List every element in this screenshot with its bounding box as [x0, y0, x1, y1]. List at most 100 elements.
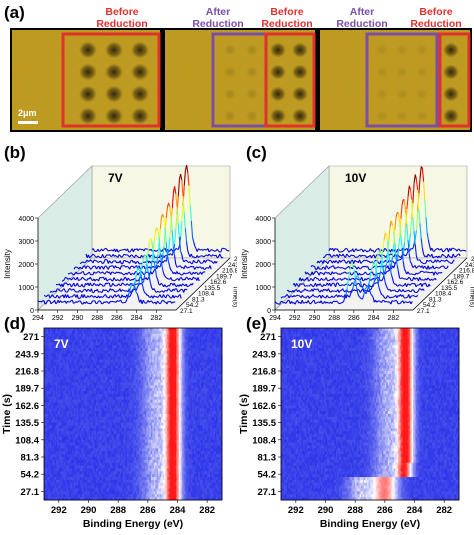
heatmap-cell: [128, 328, 131, 332]
heatmap-cell: [131, 333, 134, 337]
spectrum-segment: [390, 289, 393, 292]
spectrum-segment: [284, 295, 287, 298]
heatmap-cell: [143, 376, 146, 380]
spectrum-segment: [192, 276, 195, 279]
spectrum-segment: [110, 265, 113, 267]
heatmap-cell: [60, 345, 63, 349]
heatmap-cell: [196, 353, 199, 358]
heatmap-cell: [46, 371, 49, 375]
heatmap-cell: [192, 356, 195, 360]
heatmap-cell: [95, 365, 98, 369]
heatmap-cell: [118, 330, 121, 335]
heatmap-cell: [69, 348, 72, 352]
spectrum-segment: [376, 274, 379, 283]
spectrum-segment: [384, 271, 388, 275]
spectrum-segment: [119, 272, 122, 274]
spectrum-segment: [387, 295, 390, 297]
heatmap-cell: [112, 365, 115, 369]
spectrum-segment: [86, 259, 89, 262]
heatmap-cell: [103, 365, 106, 369]
heatmap-cell: [202, 336, 205, 340]
spectrum-segment: [74, 301, 77, 304]
spectrum-segment: [156, 296, 158, 299]
heatmap-cell: [112, 342, 115, 346]
spectrum-segment: [97, 255, 100, 258]
heatmap-cell: [66, 373, 69, 378]
heatmap-cell: [116, 336, 119, 340]
heatmap-cell: [85, 336, 88, 340]
heatmap-cell: [107, 373, 110, 378]
heatmap-cell: [127, 350, 129, 355]
spectrum-segment: [51, 294, 54, 297]
spectrum-segment: [313, 295, 316, 298]
heatmap-cell: [81, 362, 83, 366]
heatmap-cell: [213, 330, 215, 335]
heatmap-cell: [183, 336, 186, 340]
spectrum-segment: [310, 283, 313, 286]
heatmap-cell: [52, 373, 55, 378]
heatmap-cell: [124, 368, 126, 372]
heatmap-cell: [220, 328, 223, 332]
heatmap-cell: [171, 348, 174, 352]
particle: [224, 110, 236, 122]
spectrum-segment: [386, 270, 389, 273]
heatmap-cell: [116, 382, 119, 386]
after-region-box-2: [365, 32, 439, 128]
spectrum-segment: [343, 268, 346, 270]
heatmap-cell: [137, 328, 140, 332]
spectrum-segment: [372, 279, 376, 287]
spectrum-segment: [197, 273, 200, 275]
heatmap-cell: [81, 382, 83, 386]
spectrum-segment: [377, 282, 380, 289]
heatmap-cell: [70, 356, 73, 360]
spectrum-segment: [165, 294, 168, 299]
heatmap-cell: [58, 371, 61, 375]
heatmap-cell: [171, 356, 174, 360]
heatmap-cell: [186, 362, 189, 366]
heatmap-cell: [89, 373, 92, 378]
heatmap-cell: [70, 379, 73, 383]
heatmap-cell: [57, 339, 60, 343]
heatmap-cell: [210, 353, 213, 358]
heatmap-cell: [189, 330, 192, 335]
heatmap-cell: [213, 350, 215, 355]
heatmap-cell: [162, 376, 165, 380]
heatmap-cell: [109, 342, 112, 346]
spectrum-segment: [455, 255, 458, 258]
spectrum-segment: [403, 199, 405, 201]
heatmap-cell: [162, 350, 165, 355]
heatmap-cell: [138, 342, 141, 346]
heatmap-cell: [82, 328, 85, 332]
heatmap-cell: [168, 379, 171, 383]
heatmap-cell: [168, 330, 171, 335]
heatmap-cell: [127, 371, 129, 375]
heatmap-cell: [193, 373, 196, 378]
heatmap-cell: [146, 348, 149, 352]
heatmap-cell: [146, 330, 149, 335]
spectrum-segment: [186, 259, 189, 263]
heatmap-cell: [49, 356, 52, 360]
heatmap-cell: [78, 356, 80, 360]
spectrum-segment: [89, 256, 92, 259]
heatmap-cell: [63, 373, 66, 378]
spectrum-segment: [374, 249, 377, 253]
heatmap-cell: [73, 385, 76, 389]
heatmap-cell: [55, 333, 58, 337]
heatmap-cell: [57, 342, 60, 346]
heatmap-cell: [141, 382, 144, 386]
heatmap-cell: [143, 330, 146, 335]
heatmap-cell: [213, 373, 215, 378]
heatmap-cell: [113, 362, 116, 366]
spectrum-segment: [400, 277, 403, 280]
spectrum-segment: [376, 300, 379, 303]
heatmap-cell: [54, 356, 57, 360]
spectrum-segment: [181, 254, 184, 261]
spectrum-segment: [286, 299, 289, 303]
heatmap-cell: [84, 342, 86, 346]
heatmap-cell: [130, 359, 132, 363]
heatmap-cell: [199, 371, 202, 375]
spectrum-segment: [325, 277, 328, 281]
heatmap-cell: [178, 368, 181, 372]
spectrum-segment: [374, 282, 377, 285]
heatmap-cell: [75, 328, 78, 332]
